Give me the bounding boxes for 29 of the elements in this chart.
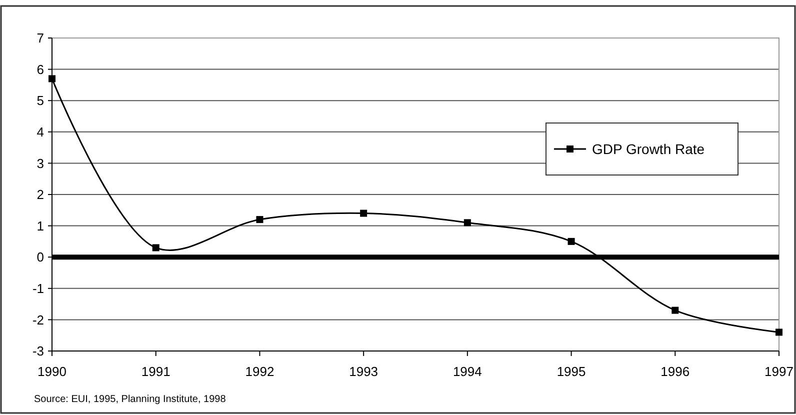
point <box>152 244 160 252</box>
point <box>568 238 575 245</box>
x-tick-label: 1997 <box>764 364 794 379</box>
y-tick-label: 3 <box>36 156 44 171</box>
y-tick-label: -1 <box>32 280 44 296</box>
x-tick-label: 1996 <box>660 364 690 379</box>
y-tick-label: 2 <box>36 187 44 202</box>
y-tick-label: -3 <box>32 344 44 359</box>
y-tick-label: 0 <box>36 250 44 265</box>
point <box>672 306 679 314</box>
x-tick-label: 1990 <box>38 364 66 379</box>
y-tick-label: -2 <box>32 312 44 328</box>
y-tick-label: 7 <box>36 30 44 46</box>
legend-label: GDP Growth Rate <box>592 140 705 157</box>
y-tick-label: 5 <box>36 93 44 108</box>
y-tick-label: 4 <box>36 124 44 140</box>
y-tick-label: 6 <box>36 62 44 77</box>
source-note: Source: EUI, 1995, Planning Institute, 1998 <box>34 394 226 405</box>
x-tick-label: 1991 <box>141 364 170 379</box>
point <box>360 210 368 217</box>
point <box>776 328 782 336</box>
x-tick-label: 1995 <box>556 364 586 379</box>
y-tick-label: 1 <box>36 218 44 234</box>
x-tick-label: 1992 <box>245 364 274 379</box>
point <box>464 219 471 226</box>
x-tick-label: 1994 <box>452 364 482 379</box>
x-tick-label: 1993 <box>349 364 378 379</box>
point <box>256 216 264 224</box>
point <box>48 75 56 82</box>
